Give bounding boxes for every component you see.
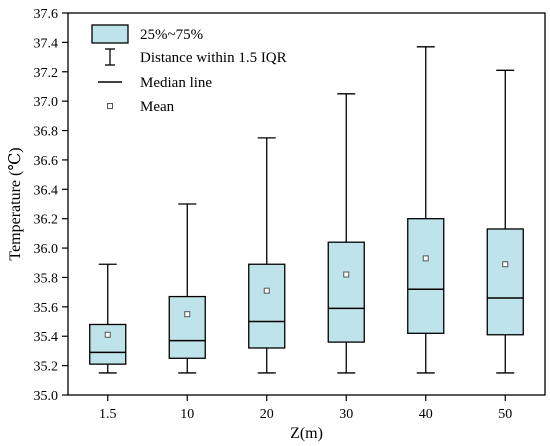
x-tick-label: 20 (260, 407, 274, 422)
y-tick-label: 36.4 (34, 183, 59, 198)
mean-marker (502, 261, 509, 268)
x-tick-label: 30 (339, 407, 353, 422)
legend-entry-label: Median line (140, 75, 212, 91)
y-tick-label: 37.0 (34, 95, 59, 110)
y-tick-label: 35.8 (34, 271, 59, 286)
legend-box-swatch (91, 24, 129, 44)
box-10 (168, 203, 206, 374)
x-tick-label: 10 (180, 407, 194, 422)
mean-marker (184, 311, 191, 318)
x-tick-label: 40 (419, 407, 433, 422)
y-tick-label: 37.6 (34, 7, 59, 22)
plot-frame (67, 12, 546, 396)
box-20 (248, 137, 286, 374)
mean-marker (263, 287, 270, 294)
iqr-box (486, 228, 524, 336)
mean-marker (343, 271, 350, 278)
y-tick-label: 36.2 (34, 213, 59, 228)
y-tick-label: 36.6 (34, 154, 59, 169)
iqr-box (168, 295, 206, 359)
y-tick-label: 37.2 (34, 66, 59, 81)
x-axis-label: Z(m) (290, 425, 323, 442)
x-tick-label: 50 (498, 407, 512, 422)
x-tick-label: 1.5 (99, 407, 117, 422)
plot-area: 35.0 35.2 35.4 35.6 35.8 36.0 36.2 36.4 36.6 36.8… (34, 7, 546, 422)
iqr-box (248, 263, 286, 349)
legend-entry-label: 25%~75% (140, 27, 203, 43)
box-50 (486, 69, 524, 374)
y-axis-label: Temperature (℃) (7, 147, 24, 260)
y-tick-label: 36.8 (34, 125, 59, 140)
mean-marker (422, 255, 429, 262)
legend-mean-swatch (107, 103, 113, 109)
iqr-box (89, 323, 127, 365)
iqr-box (407, 218, 445, 334)
box-30 (327, 93, 365, 374)
box-40 (407, 46, 445, 374)
y-tick-label: 35.2 (34, 360, 59, 375)
legend-entry-label: Distance within 1.5 IQR (140, 50, 287, 66)
mean-marker (104, 331, 111, 338)
box-1.5 (89, 263, 127, 374)
y-tick-label: 35.6 (34, 301, 59, 316)
legend: 25%~75% Distance within 1.5 IQR Median lin… (91, 24, 287, 115)
y-tick-label: 36.0 (34, 242, 59, 257)
y-tick-label: 35.0 (34, 389, 59, 404)
legend-entry-label: Mean (140, 99, 175, 115)
iqr-box (327, 241, 365, 343)
y-tick-label: 37.4 (34, 36, 59, 51)
y-tick-label: 35.4 (34, 330, 59, 345)
